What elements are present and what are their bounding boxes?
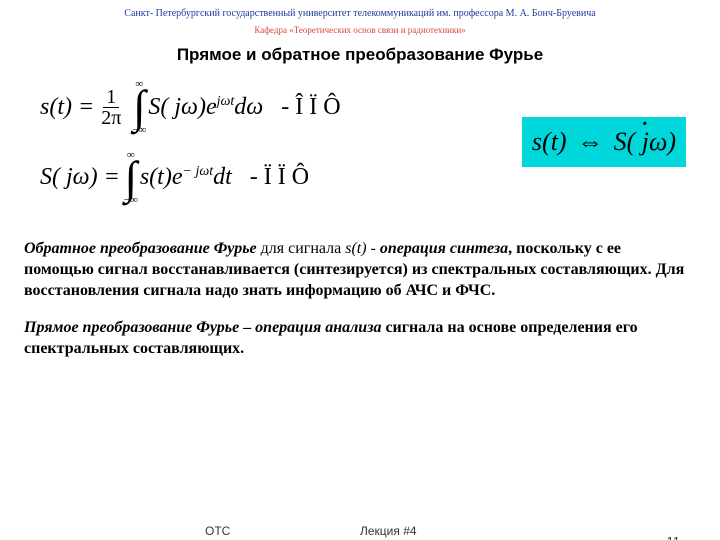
- p2-operation: операция анализа: [255, 319, 381, 336]
- direct-integral: ∞ ∫ −∞: [124, 150, 138, 207]
- p2-dash: –: [239, 319, 255, 336]
- highlight-left: s(t): [532, 127, 567, 156]
- int-lower: −∞: [132, 125, 146, 136]
- inverse-tag: - Î Ï Ô: [281, 94, 340, 121]
- integral-icon: ∫: [125, 161, 138, 196]
- inverse-integral: ∞ ∫ −∞: [132, 79, 146, 136]
- fourier-pair-highlight: s(t) ⇔ S( jω): [522, 117, 686, 167]
- p1-mid1: для сигнала: [257, 240, 346, 257]
- dvar: dt: [213, 164, 232, 190]
- p1-prefix: Обратное преобразование Фурье: [24, 240, 257, 257]
- slide-title: Прямое и обратное преобразование Фурье: [0, 35, 720, 67]
- p1-dash: -: [367, 240, 380, 257]
- footer-left: ОТС: [205, 524, 230, 538]
- p1-operation: операция синтеза: [380, 240, 508, 257]
- inverse-integrand: S( jω)ejωtdω: [148, 94, 263, 121]
- highlight-right: S( jω): [614, 127, 676, 157]
- int-lower: −∞: [124, 195, 138, 206]
- inverse-lhs: s(t) =: [40, 94, 94, 121]
- p1-signal: s(t): [345, 240, 366, 257]
- slide-page: Санкт- Петербургский государственный уни…: [0, 0, 720, 540]
- integrand-exp: − jωt: [183, 164, 214, 179]
- formula-block: s(t) = 1 2π ∞ ∫ −∞ S( jω)ejωtdω - Î Ï Ô …: [0, 67, 720, 206]
- p2-prefix: Прямое преобразование Фурье: [24, 319, 239, 336]
- university-header: Санкт- Петербургский государственный уни…: [0, 0, 720, 19]
- department-header: Кафедра «Теоретических основ связи и рад…: [0, 19, 720, 35]
- direct-tag: - Ï Ï Ô: [250, 164, 309, 191]
- dvar: dω: [234, 94, 263, 120]
- frac-num: 1: [103, 87, 119, 108]
- integral-icon: ∫: [133, 90, 146, 125]
- body-text: Обратное преобразование Фурье для сигнал…: [0, 220, 720, 360]
- direct-integrand: s(t)e− jωtdt: [140, 164, 232, 191]
- paragraph-direct: Прямое преобразование Фурье – операция а…: [24, 317, 692, 359]
- frac-den: 2π: [98, 108, 124, 128]
- footer-mid: Лекция #4: [360, 524, 417, 538]
- direct-lhs: S( jω) =: [40, 164, 120, 191]
- footer-page-number: 11: [667, 534, 681, 540]
- integrand-base: s(t)e: [140, 164, 183, 190]
- integrand-exp: jωt: [217, 94, 235, 109]
- integrand-base: S( jω)e: [148, 94, 216, 120]
- fraction-1-2pi: 1 2π: [98, 87, 124, 128]
- paragraph-inverse: Обратное преобразование Фурье для сигнал…: [24, 238, 692, 301]
- double-arrow-icon: ⇔: [577, 127, 603, 156]
